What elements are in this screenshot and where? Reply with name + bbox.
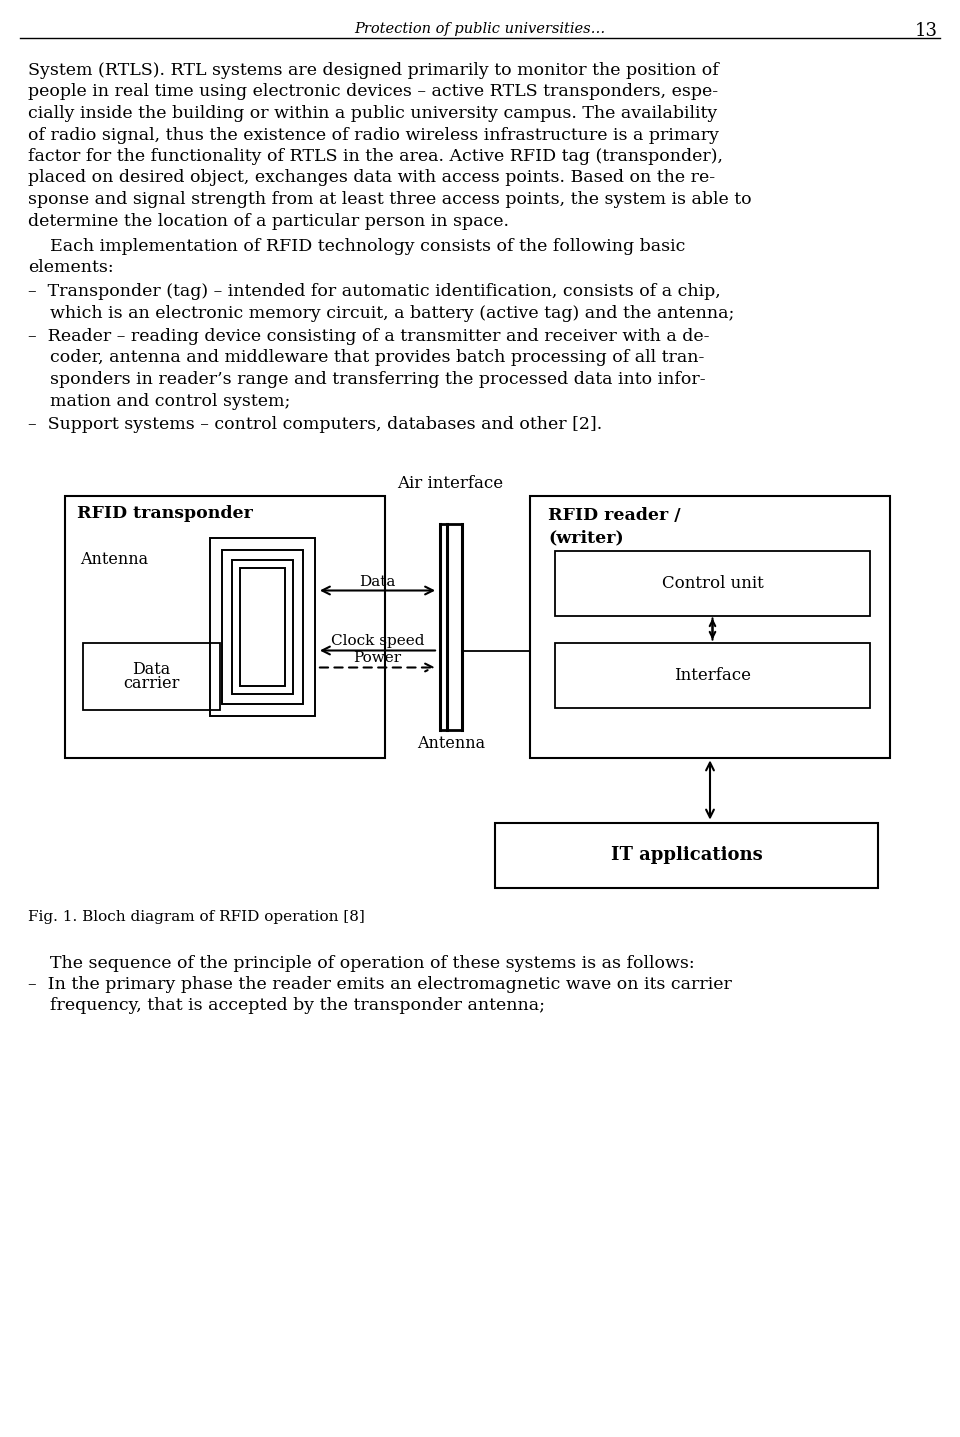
Text: coder, antenna and middleware that provides batch processing of all tran-: coder, antenna and middleware that provi… (28, 349, 705, 366)
Text: Antenna: Antenna (80, 550, 148, 568)
Text: –  In the primary phase the reader emits an electromagnetic wave on its carrier: – In the primary phase the reader emits … (28, 976, 732, 993)
Text: –  Reader – reading device consisting of a transmitter and receiver with a de-: – Reader – reading device consisting of … (28, 328, 709, 345)
Text: (writer): (writer) (548, 529, 624, 546)
Bar (530, 496, 890, 757)
Text: sponders in reader’s range and transferring the processed data into infor-: sponders in reader’s range and transferr… (28, 371, 706, 388)
Text: Fig. 1. Bloch diagram of RFID operation [8]: Fig. 1. Bloch diagram of RFID operation … (28, 910, 365, 924)
Text: Interface: Interface (674, 667, 751, 684)
Bar (555, 550, 870, 615)
Bar (232, 559, 293, 694)
Bar (210, 537, 315, 716)
Text: people in real time using electronic devices – active RTLS transponders, espe-: people in real time using electronic dev… (28, 83, 718, 101)
Text: Antenna: Antenna (417, 734, 485, 752)
Bar (555, 642, 870, 707)
Bar (222, 549, 303, 704)
Text: determine the location of a particular person in space.: determine the location of a particular p… (28, 213, 509, 230)
Bar (240, 568, 285, 685)
Text: Air interface: Air interface (396, 476, 503, 493)
Text: The sequence of the principle of operation of these systems is as follows:: The sequence of the principle of operati… (28, 954, 695, 971)
Text: mation and control system;: mation and control system; (28, 392, 290, 410)
Bar (65, 496, 385, 757)
Text: –  Transponder (tag) – intended for automatic identification, consists of a chip: – Transponder (tag) – intended for autom… (28, 283, 721, 300)
Text: Clock speed: Clock speed (331, 635, 424, 648)
Text: Data: Data (132, 661, 171, 678)
Text: which is an electronic memory circuit, a battery (active tag) and the antenna;: which is an electronic memory circuit, a… (28, 305, 734, 322)
Text: IT applications: IT applications (611, 846, 762, 864)
Text: carrier: carrier (123, 675, 180, 693)
Text: RFID transponder: RFID transponder (77, 506, 252, 523)
Bar (495, 822, 878, 888)
Text: sponse and signal strength from at least three access points, the system is able: sponse and signal strength from at least… (28, 191, 752, 208)
Text: cially inside the building or within a public university campus. The availabilit: cially inside the building or within a p… (28, 105, 717, 122)
Text: Control unit: Control unit (661, 575, 763, 592)
Text: of radio signal, thus the existence of radio wireless infrastructure is a primar: of radio signal, thus the existence of r… (28, 126, 719, 144)
Text: elements:: elements: (28, 260, 113, 276)
Text: RFID reader /: RFID reader / (548, 507, 681, 525)
Text: 13: 13 (915, 22, 938, 40)
Text: factor for the functionality of RTLS in the area. Active RFID tag (transponder),: factor for the functionality of RTLS in … (28, 148, 723, 165)
Text: Protection of public universities…: Protection of public universities… (354, 22, 606, 36)
Text: –  Support systems – control computers, databases and other [2].: – Support systems – control computers, d… (28, 415, 602, 433)
Bar (83, 642, 220, 710)
Text: Data: Data (359, 575, 396, 589)
Text: Each implementation of RFID technology consists of the following basic: Each implementation of RFID technology c… (28, 239, 685, 254)
Text: Power: Power (353, 651, 401, 665)
Text: placed on desired object, exchanges data with access points. Based on the re-: placed on desired object, exchanges data… (28, 170, 715, 187)
Text: System (RTLS). RTL systems are designed primarily to monitor the position of: System (RTLS). RTL systems are designed … (28, 62, 719, 79)
Text: frequency, that is accepted by the transponder antenna;: frequency, that is accepted by the trans… (28, 997, 545, 1015)
